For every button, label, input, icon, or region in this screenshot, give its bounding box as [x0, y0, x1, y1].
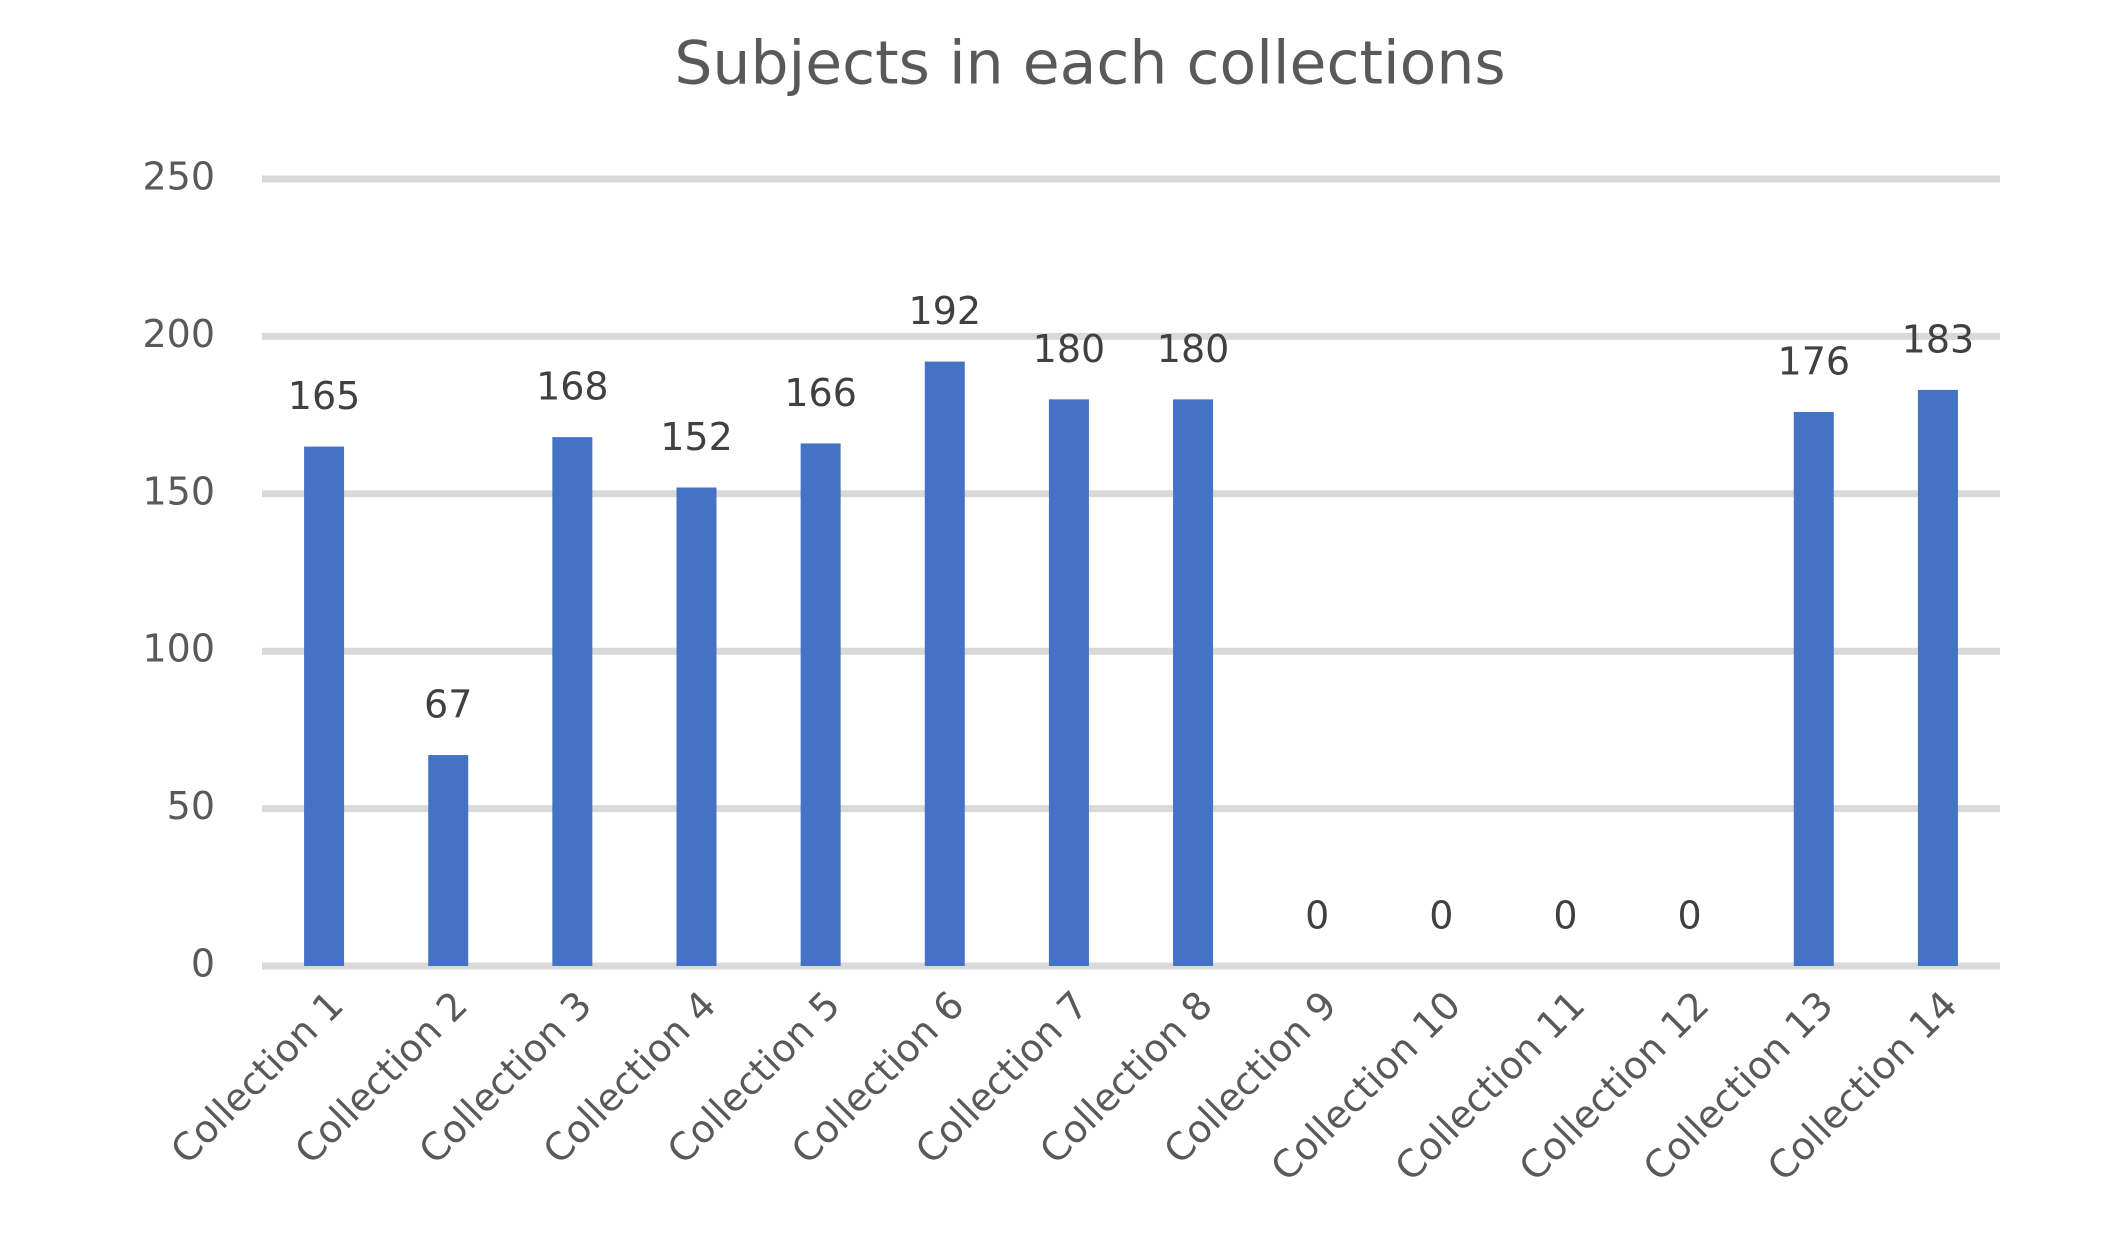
- y-tick-label: 100: [142, 627, 215, 671]
- data-label: 192: [909, 289, 982, 333]
- bar: [428, 755, 469, 966]
- data-label: 180: [1157, 327, 1230, 371]
- bar: [1173, 399, 1214, 966]
- y-tick-label: 50: [167, 784, 215, 828]
- bar: [924, 361, 965, 967]
- y-tick-label: 0: [191, 942, 215, 986]
- data-label: 0: [1429, 894, 1453, 938]
- bar: [676, 487, 717, 966]
- y-tick-label: 150: [142, 469, 215, 513]
- data-label: 176: [1778, 339, 1851, 383]
- data-label: 67: [424, 683, 472, 727]
- bar: [1793, 411, 1834, 966]
- data-label: 0: [1305, 894, 1329, 938]
- data-label: 165: [288, 374, 361, 418]
- bar: [800, 443, 841, 966]
- data-label: 0: [1678, 894, 1702, 938]
- data-label: 180: [1033, 327, 1106, 371]
- chart-title: Subjects in each collections: [674, 29, 1505, 99]
- data-label: 168: [536, 365, 609, 409]
- y-tick-label: 250: [142, 155, 215, 199]
- bar: [304, 446, 345, 967]
- data-label: 152: [660, 415, 733, 459]
- y-tick-label: 200: [142, 312, 215, 356]
- data-label: 166: [784, 371, 857, 415]
- data-label: 183: [1902, 317, 1975, 361]
- bar: [1048, 399, 1089, 966]
- bar: [552, 437, 593, 966]
- data-label: 0: [1553, 894, 1577, 938]
- bar: [1917, 389, 1958, 966]
